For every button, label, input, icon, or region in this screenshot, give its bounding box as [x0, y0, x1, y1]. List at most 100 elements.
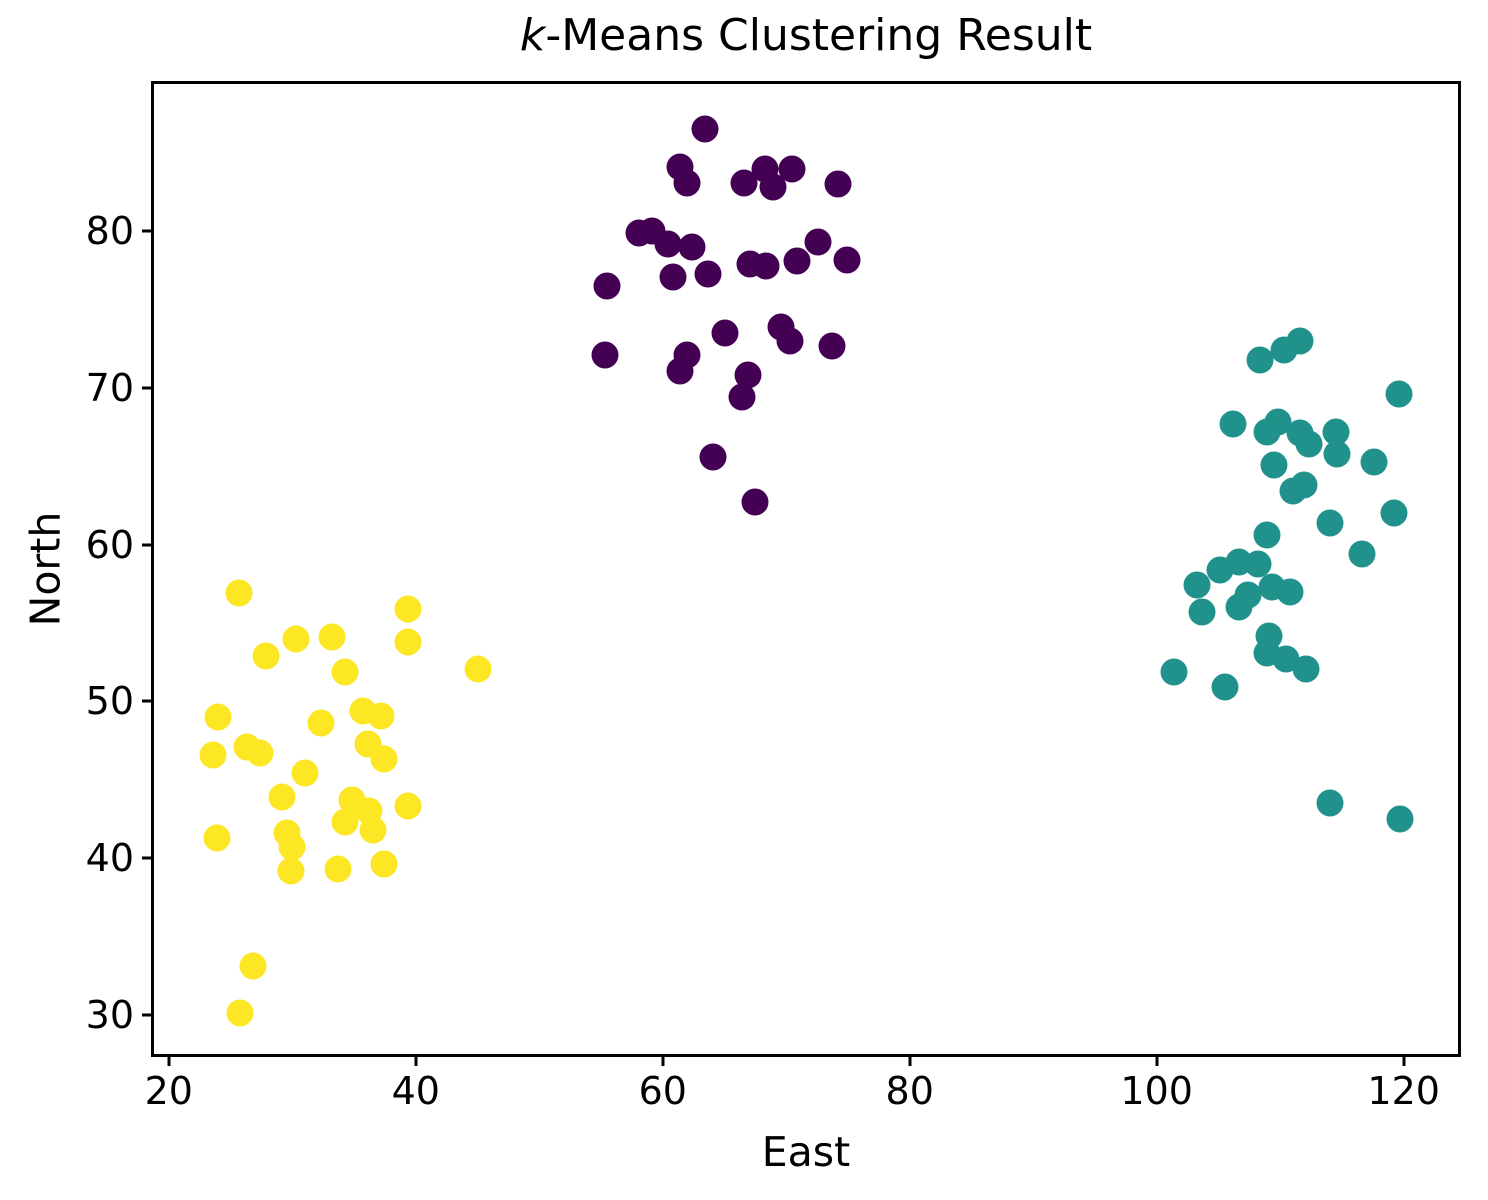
- data-point-cluster-teal: [1279, 477, 1307, 505]
- data-point-cluster-yellow: [394, 628, 422, 656]
- y-tick-label-70: 70: [85, 366, 134, 410]
- data-point-cluster-teal: [1225, 593, 1253, 621]
- data-point-cluster-yellow: [307, 709, 335, 737]
- data-point-cluster-teal: [1253, 521, 1281, 549]
- data-point-cluster-yellow: [291, 759, 319, 787]
- data-point-cluster-purple: [818, 332, 846, 360]
- data-point-cluster-teal: [1276, 578, 1304, 606]
- x-tick-mark-20: [167, 1054, 171, 1066]
- data-point-cluster-purple: [804, 228, 832, 256]
- x-axis-label: East: [761, 1128, 851, 1176]
- data-point-cluster-purple: [654, 230, 682, 258]
- data-point-cluster-purple: [711, 319, 738, 347]
- y-tick-mark-40: [142, 856, 154, 860]
- data-point-cluster-teal: [1219, 410, 1247, 438]
- x-tick-mark-100: [1155, 1054, 1159, 1066]
- data-point-cluster-purple: [699, 443, 727, 471]
- data-point-cluster-yellow: [331, 658, 359, 686]
- data-point-cluster-teal: [1380, 499, 1408, 527]
- data-point-cluster-purple: [691, 115, 719, 143]
- y-tick-label-80: 80: [85, 209, 134, 254]
- data-point-cluster-yellow: [394, 792, 422, 820]
- data-point-cluster-yellow: [246, 739, 274, 767]
- data-point-cluster-teal: [1292, 655, 1320, 682]
- data-point-cluster-purple: [752, 252, 780, 280]
- x-tick-label-20: 20: [144, 1069, 193, 1113]
- data-point-cluster-yellow: [370, 850, 398, 878]
- data-point-cluster-yellow: [226, 999, 254, 1027]
- data-point-cluster-yellow: [394, 595, 422, 623]
- data-point-cluster-teal: [1286, 327, 1314, 355]
- data-point-cluster-purple: [678, 233, 706, 261]
- data-point-cluster-teal: [1246, 346, 1274, 374]
- data-point-cluster-purple: [741, 488, 769, 516]
- plot-area: 20 40 60 80 100 120 30 40 50 60 70 80: [86, 81, 1461, 1110]
- data-point-cluster-yellow: [324, 855, 352, 883]
- data-point-cluster-yellow: [239, 952, 267, 980]
- x-tick-label-100: 100: [1120, 1069, 1193, 1113]
- data-point-cluster-purple: [593, 272, 621, 300]
- data-point-cluster-teal: [1260, 451, 1288, 479]
- chart-title-italic-k: k: [519, 10, 546, 61]
- data-point-cluster-yellow: [464, 655, 492, 682]
- data-point-cluster-yellow: [203, 824, 231, 852]
- data-point-cluster-yellow: [282, 625, 310, 653]
- data-point-cluster-yellow: [367, 702, 395, 730]
- data-point-cluster-teal: [1183, 571, 1211, 599]
- data-point-cluster-purple: [833, 246, 861, 273]
- data-point-cluster-yellow: [331, 808, 359, 836]
- data-point-cluster-yellow: [199, 741, 227, 769]
- y-tick-mark-30: [142, 1013, 154, 1017]
- chart-title-rest: -Means Clustering Result: [545, 10, 1093, 61]
- data-point-cluster-yellow: [278, 833, 306, 861]
- x-tick-label-60: 60: [638, 1069, 687, 1113]
- y-tick-label-50: 50: [85, 679, 134, 724]
- y-tick-mark-70: [142, 386, 154, 390]
- data-point-cluster-purple: [694, 260, 722, 288]
- data-point-cluster-teal: [1385, 380, 1413, 408]
- data-point-cluster-yellow: [370, 745, 398, 773]
- data-point-cluster-teal: [1360, 448, 1388, 476]
- y-tick-mark-60: [142, 543, 154, 547]
- data-point-cluster-purple: [591, 341, 619, 369]
- y-tick-label-60: 60: [85, 522, 134, 567]
- data-point-cluster-purple: [659, 263, 687, 291]
- y-tick-mark-50: [142, 699, 154, 703]
- x-tick-label-40: 40: [391, 1069, 440, 1113]
- data-point-cluster-purple: [778, 155, 806, 183]
- data-point-cluster-yellow: [204, 703, 232, 731]
- data-point-cluster-teal: [1253, 418, 1281, 446]
- data-point-cluster-teal: [1188, 598, 1216, 626]
- y-tick-label-40: 40: [85, 836, 134, 881]
- data-point-cluster-purple: [759, 173, 787, 201]
- data-point-cluster-yellow: [268, 783, 296, 811]
- data-point-cluster-yellow: [359, 816, 387, 844]
- data-point-cluster-purple: [673, 169, 701, 197]
- data-point-cluster-teal: [1348, 540, 1376, 568]
- data-point-cluster-yellow: [318, 623, 346, 651]
- x-tick-label-120: 120: [1367, 1069, 1440, 1113]
- data-point-cluster-yellow: [225, 579, 253, 607]
- x-tick-mark-60: [661, 1054, 665, 1066]
- y-axis-label: North: [21, 511, 70, 627]
- data-point-cluster-teal: [1244, 550, 1272, 577]
- data-point-cluster-yellow: [252, 642, 280, 670]
- data-point-cluster-purple: [824, 170, 852, 198]
- data-point-cluster-teal: [1211, 673, 1239, 701]
- data-point-cluster-purple: [783, 247, 811, 275]
- data-point-cluster-teal: [1160, 658, 1188, 686]
- data-point-cluster-teal: [1323, 440, 1351, 468]
- x-tick-label-80: 80: [885, 1069, 934, 1113]
- data-point-cluster-teal: [1386, 805, 1414, 833]
- data-point-cluster-purple: [666, 357, 694, 385]
- data-point-cluster-yellow: [277, 857, 305, 885]
- data-point-cluster-teal: [1295, 430, 1323, 458]
- data-point-cluster-purple: [776, 327, 804, 355]
- data-point-cluster-purple: [728, 383, 756, 411]
- x-tick-mark-120: [1402, 1054, 1406, 1066]
- y-tick-label-30: 30: [85, 992, 134, 1037]
- data-point-cluster-teal: [1316, 509, 1344, 537]
- x-tick-mark-80: [908, 1054, 912, 1066]
- data-point-cluster-teal: [1316, 789, 1344, 817]
